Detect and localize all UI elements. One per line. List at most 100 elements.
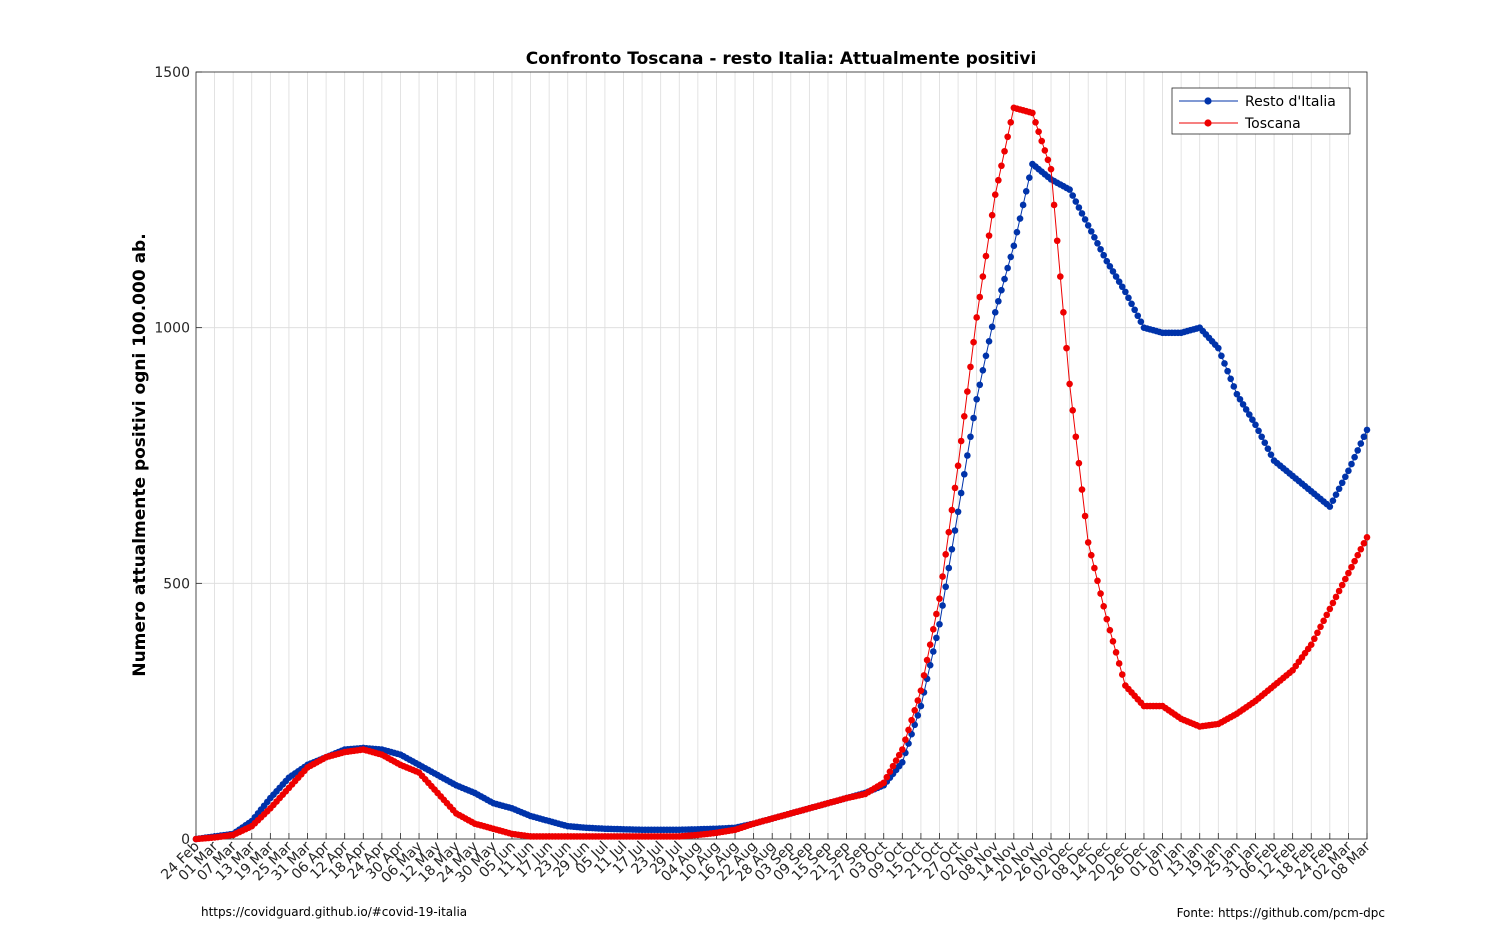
data-point [1128,300,1135,308]
data-point [1029,109,1036,117]
data-point [951,527,959,534]
y-axis-label: Numero attualmente positivi ogni 100.000… [130,233,150,676]
axes-box [195,71,1368,840]
data-point [1103,257,1111,265]
data-point [1087,551,1095,559]
data-point [899,746,906,753]
data-point [1338,479,1346,487]
series-toscana [192,104,1371,843]
data-point [1041,147,1049,154]
data-point [1357,440,1365,447]
data-point [1236,395,1244,403]
data-point [1060,309,1067,316]
data-point [1326,503,1334,510]
data-point [1335,587,1343,595]
data-point [1106,263,1114,270]
data-point [1007,253,1015,261]
data-point [1007,118,1015,126]
data-point [926,641,934,648]
data-point [942,583,949,591]
data-point [957,437,965,445]
data-point [998,286,1005,294]
data-point [1038,137,1046,145]
data-point [923,656,931,664]
data-point [1075,204,1083,211]
data-point [1112,649,1120,656]
data-point [1338,581,1346,589]
data-point [1125,294,1132,302]
data-point [973,395,980,403]
data-point [976,293,984,301]
data-point [1004,133,1011,141]
data-point [1069,407,1076,414]
data-point [892,757,900,764]
data-point [942,551,949,558]
data-point [1329,599,1337,607]
data-point [1078,486,1086,493]
legend-label: Toscana [1244,116,1301,132]
data-point [1053,237,1061,245]
data-point [1072,198,1080,205]
data-point [936,595,943,602]
data-point [1115,278,1123,285]
data-point [911,707,919,714]
data-point [1122,288,1129,296]
data-point [991,191,999,199]
footer-data-source: Fonte: https://github.com/pcm-dpc [1177,906,1385,920]
data-point [1050,201,1058,209]
data-point [1097,245,1104,253]
data-point [1016,215,1024,222]
data-point [1335,485,1343,493]
data-point [1019,201,1027,209]
data-point [1131,306,1138,314]
data-point [948,506,956,514]
data-point [1106,626,1114,634]
data-point [1013,228,1021,236]
data-point [973,314,980,321]
data-point [1097,590,1104,597]
data-point [1137,318,1145,326]
data-point [886,768,894,775]
data-point [991,309,999,316]
data-point [914,712,922,719]
data-point [1069,192,1076,199]
data-point [1218,352,1225,360]
data-point [917,702,925,710]
data-point [911,721,919,729]
data-point [1239,401,1247,408]
data-point [1118,671,1126,678]
data-point [1345,467,1352,475]
data-point [883,773,891,781]
data-point [1075,459,1083,467]
data-point [895,751,903,759]
data-point [982,352,990,360]
data-point [1035,128,1042,135]
data-point [1360,433,1368,441]
data-point [954,462,962,470]
data-point [1348,563,1355,571]
data-point [1103,615,1111,623]
data-point [1091,234,1098,241]
data-point [988,211,996,219]
data-point [1001,275,1008,283]
data-point [1047,165,1055,173]
data-point [936,620,943,628]
data-point [902,736,909,744]
data-point [1134,312,1142,320]
y-tick-label: 1500 [154,65,190,81]
data-point [1351,453,1358,461]
data-point [1066,186,1073,193]
data-point [1084,539,1092,546]
data-point [1261,439,1269,447]
data-point [998,162,1005,170]
data-point [1329,497,1337,504]
data-point [1109,637,1117,645]
data-point [1221,360,1228,367]
data-point [1032,118,1039,126]
data-point [1081,216,1089,223]
data-point [1242,406,1250,413]
data-point [1360,539,1368,547]
data-point [1109,268,1117,275]
data-point [1345,569,1352,577]
